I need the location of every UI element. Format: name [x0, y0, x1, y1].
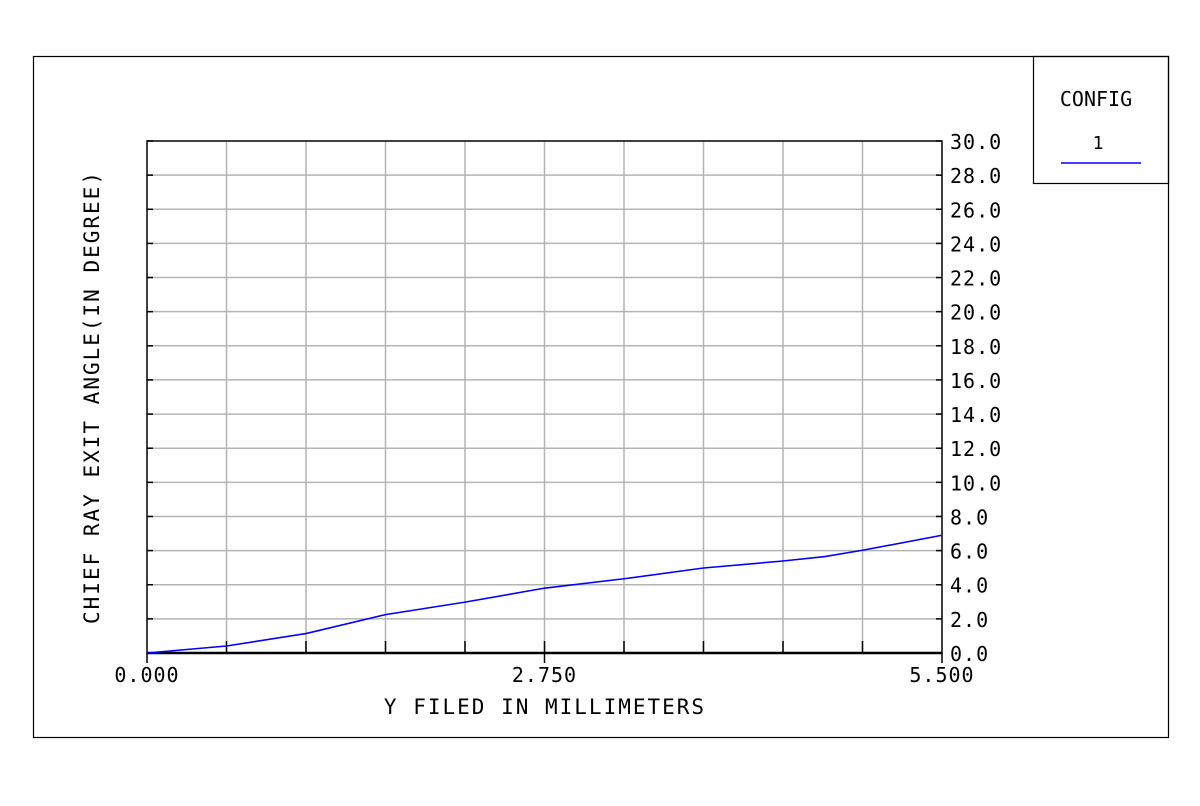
y-tick-label: 12.0 — [950, 437, 1002, 461]
legend-box — [1032, 55, 1170, 185]
y-tick-label: 8.0 — [950, 505, 989, 529]
y-tick-label: 16.0 — [950, 369, 1002, 393]
x-tick-label: 2.750 — [512, 663, 577, 687]
y-tick-label: 28.0 — [950, 164, 1002, 188]
legend-entry-label: 1 — [1093, 133, 1104, 154]
y-tick-label: 10.0 — [950, 471, 1002, 495]
x-tick-label: 0.000 — [114, 663, 179, 687]
y-tick-label: 0.0 — [950, 642, 989, 666]
x-tick-label: 5.500 — [909, 663, 974, 687]
outer-frame — [32, 55, 1170, 739]
y-tick-label: 24.0 — [950, 232, 1002, 256]
series-line — [146, 534, 943, 654]
y-axis-label: CHIEF RAY EXIT ANGLE(IN DEGREE) — [80, 170, 104, 624]
y-tick-label: 26.0 — [950, 198, 1002, 222]
y-tick-label: 14.0 — [950, 403, 1002, 427]
legend-title: CONFIG — [1060, 87, 1132, 111]
y-tick-label: 2.0 — [950, 608, 989, 632]
y-tick-label: 22.0 — [950, 267, 1002, 291]
y-tick-label: 6.0 — [950, 540, 989, 564]
x-axis-label: Y FILED IN MILLIMETERS — [384, 695, 706, 719]
y-tick-label: 4.0 — [950, 574, 989, 598]
y-tick-label: 30.0 — [950, 130, 1002, 154]
y-tick-label: 18.0 — [950, 335, 1002, 359]
y-tick-label: 20.0 — [950, 301, 1002, 325]
